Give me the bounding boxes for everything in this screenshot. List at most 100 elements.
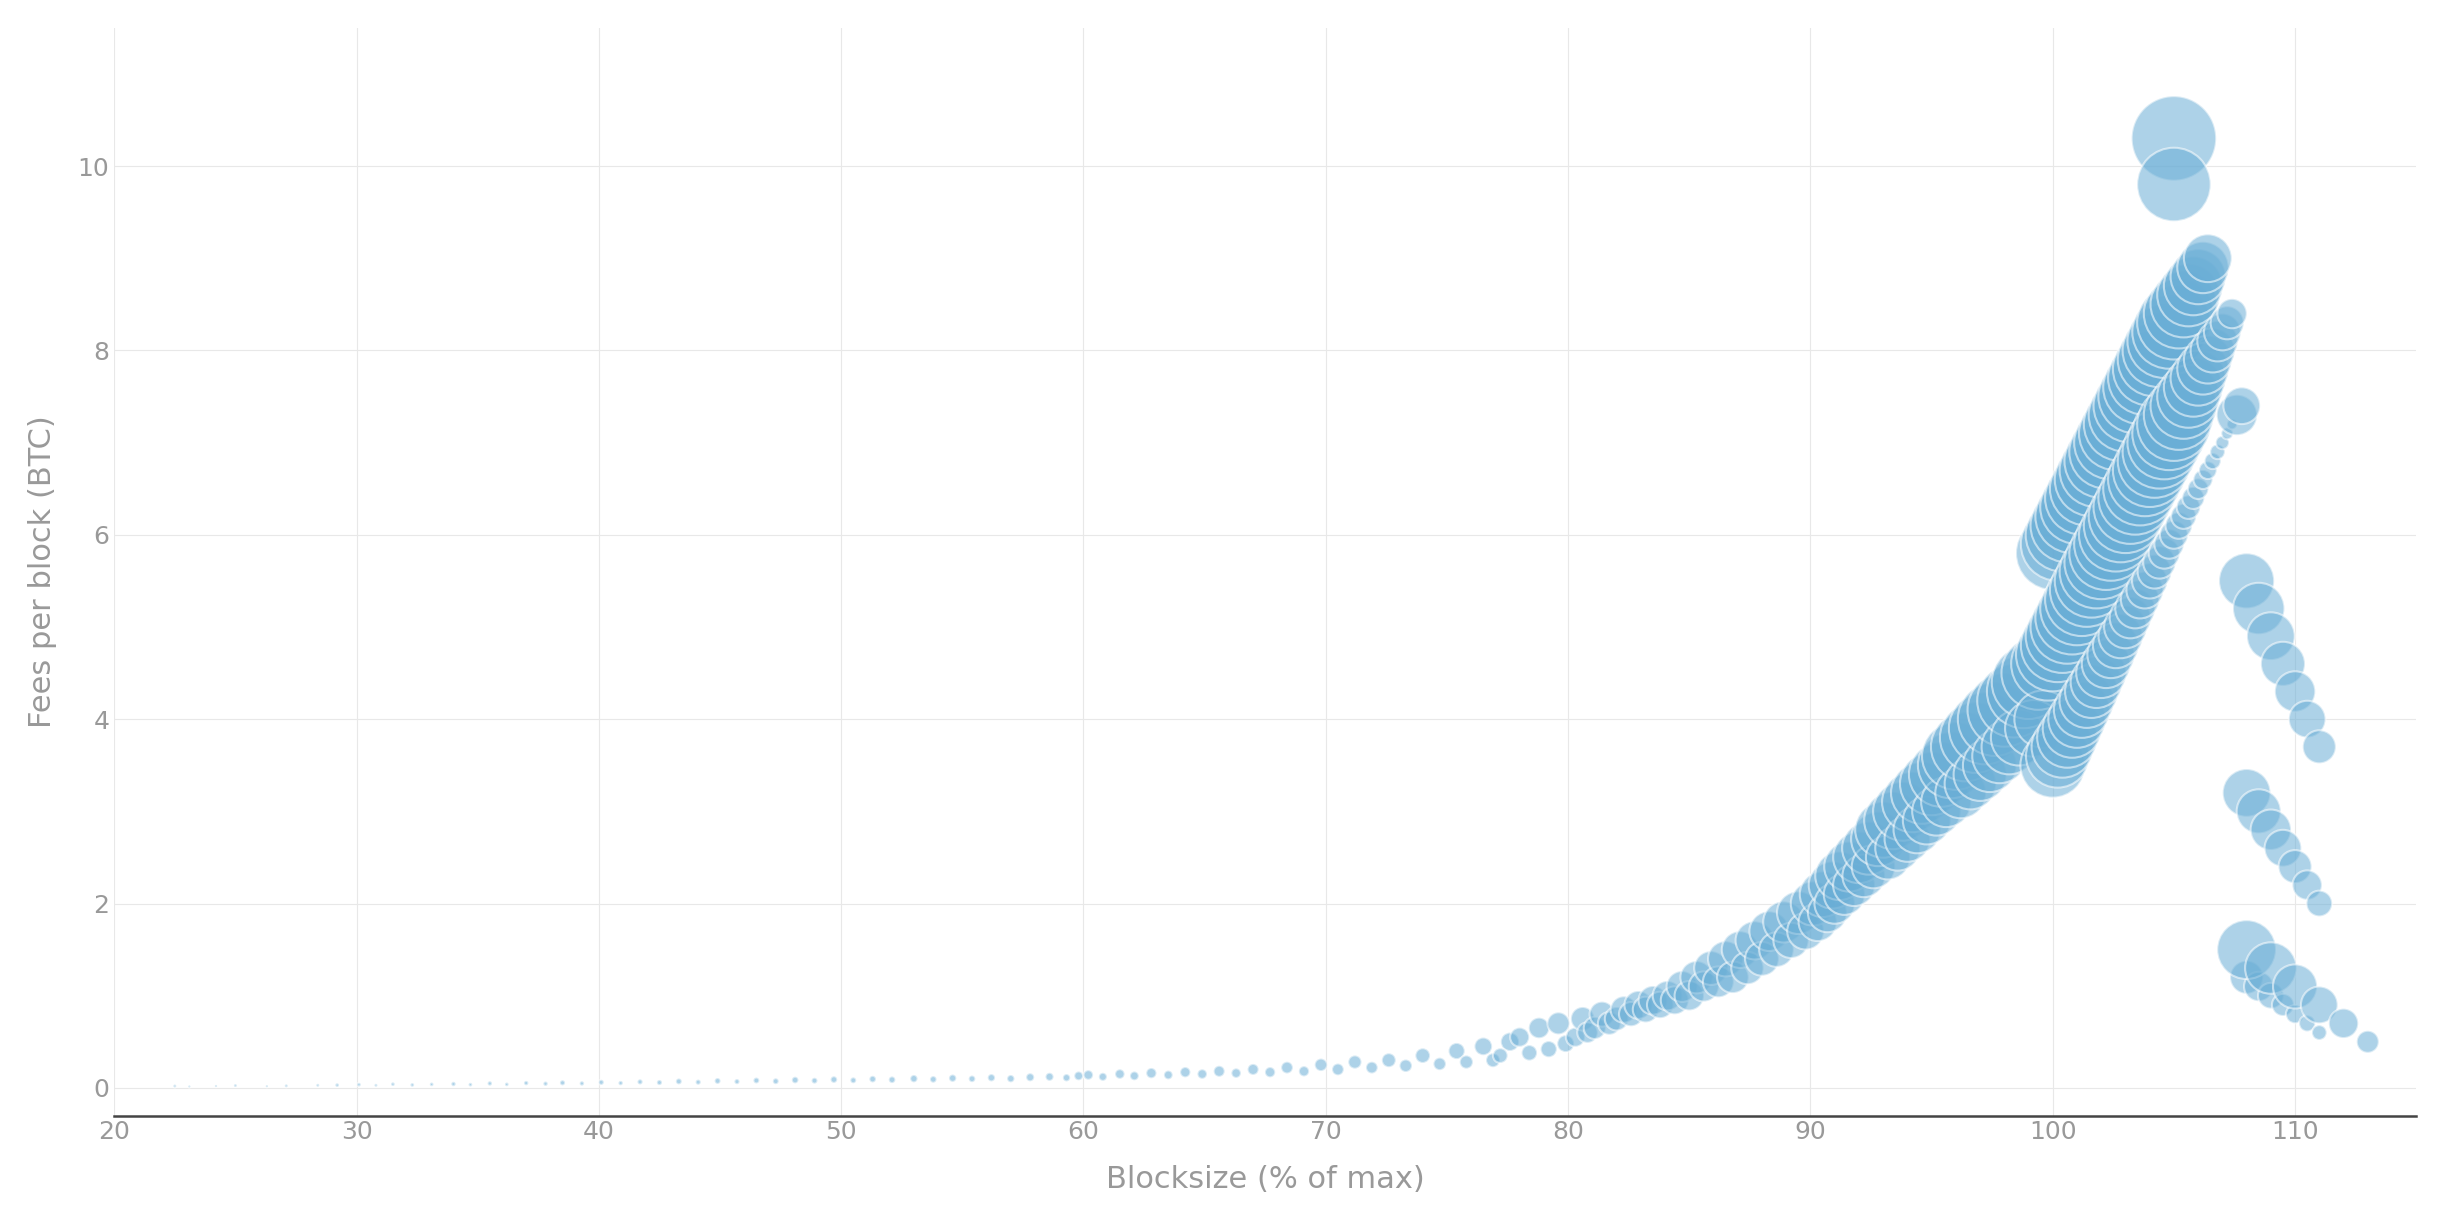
Point xyxy=(1447,1052,1486,1072)
Point xyxy=(2226,783,2266,803)
Point xyxy=(2004,682,2043,701)
Point xyxy=(2092,645,2131,665)
Point xyxy=(2192,451,2231,470)
Point xyxy=(992,1069,1031,1089)
Point xyxy=(340,1075,379,1095)
Point xyxy=(298,1075,337,1095)
Point xyxy=(2121,378,2160,397)
Point xyxy=(1804,885,1843,904)
Point xyxy=(1911,774,1950,793)
Point xyxy=(699,1072,738,1091)
Point xyxy=(2163,396,2202,415)
Point xyxy=(1386,1056,1425,1075)
Point xyxy=(1887,830,1926,849)
Point xyxy=(1581,1004,1620,1024)
Point xyxy=(1300,1055,1339,1074)
Point xyxy=(2187,248,2226,268)
Point xyxy=(1936,747,1975,766)
Point xyxy=(2222,396,2261,415)
Point xyxy=(2207,313,2246,332)
Point xyxy=(2033,755,2073,775)
Point xyxy=(1901,783,1941,803)
Point xyxy=(1058,1066,1097,1085)
Point xyxy=(2300,893,2339,913)
Point xyxy=(2126,580,2165,600)
Point xyxy=(393,1075,433,1095)
Point xyxy=(1721,940,1760,959)
Point xyxy=(1684,976,1723,996)
Point xyxy=(1420,1055,1459,1074)
Point xyxy=(196,1077,235,1096)
Point xyxy=(1200,1062,1239,1081)
Point xyxy=(2151,534,2190,554)
Point xyxy=(2048,617,2087,637)
Point xyxy=(2053,507,2092,527)
Point xyxy=(374,1074,413,1094)
Point xyxy=(2121,589,2160,609)
Point xyxy=(1352,1058,1391,1078)
Point xyxy=(2058,709,2097,728)
Point xyxy=(794,1070,833,1090)
Point xyxy=(1029,1067,1068,1086)
Point xyxy=(1985,700,2024,720)
Point xyxy=(525,1074,565,1094)
Point xyxy=(2182,359,2222,379)
Point xyxy=(1268,1058,1308,1078)
Point xyxy=(2212,414,2251,434)
Point xyxy=(1474,1051,1513,1070)
Point xyxy=(1980,747,2019,766)
Point xyxy=(357,1075,396,1095)
Point xyxy=(2151,424,2190,444)
Point xyxy=(2043,525,2082,545)
Point xyxy=(2117,599,2156,618)
Point xyxy=(2153,128,2192,148)
Point xyxy=(2087,544,2126,563)
Point xyxy=(1100,1064,1139,1084)
Point xyxy=(873,1070,912,1090)
Point xyxy=(2288,875,2327,895)
Point xyxy=(1728,958,1767,978)
Point xyxy=(2121,479,2160,499)
Point xyxy=(953,1069,992,1089)
Point xyxy=(506,1073,545,1092)
Point xyxy=(2107,406,2146,425)
Point xyxy=(2197,442,2236,462)
Point xyxy=(1809,903,1848,923)
Point xyxy=(1068,1066,1107,1085)
Point xyxy=(215,1075,254,1095)
Point xyxy=(413,1074,452,1094)
Point xyxy=(1931,755,1970,775)
Point xyxy=(2239,599,2278,618)
Point xyxy=(2014,719,2053,738)
Point xyxy=(2158,406,2197,425)
Point xyxy=(169,1077,208,1096)
Point xyxy=(640,1073,679,1092)
Point xyxy=(2063,589,2102,609)
Point xyxy=(469,1074,508,1094)
Point xyxy=(2288,1013,2327,1033)
Point xyxy=(1840,848,1879,868)
Point xyxy=(1569,1023,1608,1042)
Point xyxy=(1835,875,1875,895)
Point xyxy=(1217,1063,1256,1083)
Point xyxy=(543,1073,582,1092)
Point xyxy=(1926,792,1965,811)
Point xyxy=(1945,737,1985,756)
Point xyxy=(2029,654,2068,673)
Point xyxy=(2202,323,2241,342)
Point xyxy=(2217,406,2256,425)
Point xyxy=(1743,949,1782,969)
Point xyxy=(1286,1062,1325,1081)
X-axis label: Blocksize (% of max): Blocksize (% of max) xyxy=(1105,1166,1425,1194)
Point xyxy=(2275,976,2314,996)
Point xyxy=(2117,386,2156,406)
Point xyxy=(2024,709,2063,728)
Point xyxy=(2263,654,2302,673)
Point xyxy=(1662,976,1701,996)
Point xyxy=(1589,1013,1628,1033)
Point xyxy=(2158,304,2197,324)
Point xyxy=(2251,958,2290,978)
Point xyxy=(2263,995,2302,1014)
Point xyxy=(582,1073,621,1092)
Point xyxy=(2173,378,2212,397)
